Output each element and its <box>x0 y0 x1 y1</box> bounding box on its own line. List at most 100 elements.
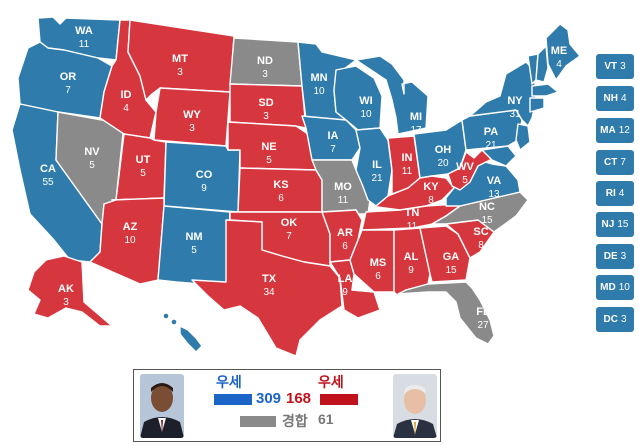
state-abbr-label: WV <box>456 161 474 173</box>
state-ev-label: 9 <box>201 183 207 194</box>
sidebar-ev: 15 <box>617 219 629 230</box>
state-abbr-label: KY <box>423 181 439 193</box>
sidebar-item-ri[interactable]: RI 4 <box>596 181 634 206</box>
sidebar-ev: 12 <box>618 125 630 136</box>
state-abbr-label: HI <box>202 330 213 342</box>
state-ev-label: 4 <box>204 344 210 355</box>
sidebar-item-vt[interactable]: VT 3 <box>596 54 634 79</box>
state-nh-shape <box>535 45 549 83</box>
state-abbr-label: PA <box>484 126 499 138</box>
state-ak[interactable] <box>27 255 113 327</box>
state-ev-label: 10 <box>360 109 372 120</box>
state-abbr-label: OR <box>60 71 77 83</box>
sidebar-item-nj[interactable]: NJ 15 <box>596 212 634 237</box>
state-ev-label: 5 <box>191 245 197 256</box>
dem-candidate-portrait-icon <box>140 374 184 438</box>
state-abbr-label: IN <box>402 152 413 164</box>
rep-leading-label: 우세 <box>318 374 344 390</box>
state-ev-label: 3 <box>177 67 183 78</box>
sidebar-label: NH <box>603 93 618 104</box>
state-ev-label: 6 <box>278 193 284 204</box>
state-abbr-label: WY <box>183 109 201 121</box>
state-sd[interactable] <box>229 83 307 129</box>
rep-candidate-photo <box>393 374 437 438</box>
state-tx[interactable] <box>191 219 343 357</box>
state-abbr-label: KS <box>273 179 288 191</box>
state-ev-label: 4 <box>556 59 562 70</box>
sidebar-item-md[interactable]: MD 10 <box>596 275 634 300</box>
state-abbr-label: NM <box>185 231 202 243</box>
state-abbr-label: MI <box>410 111 422 123</box>
state-ev-label: 27 <box>477 320 489 331</box>
state-ga[interactable] <box>419 225 471 283</box>
state-abbr-label: OK <box>281 217 298 229</box>
state-abbr-label: AZ <box>123 221 138 233</box>
state-abbr-label: NV <box>84 146 100 158</box>
state-ev-label: 8 <box>428 195 434 206</box>
sidebar-ev: 4 <box>618 188 625 199</box>
state-ev-label: 5 <box>140 168 146 179</box>
sidebar-item-ct[interactable]: CT 7 <box>596 150 634 175</box>
state-abbr-label: AL <box>404 251 419 263</box>
state-ev-label: 15 <box>445 265 457 276</box>
sidebar-item-nh[interactable]: NH 4 <box>596 86 634 111</box>
legend-box: 우세 우세 309 168 경합 61 <box>133 369 441 442</box>
state-abbr-label: FL <box>476 306 490 318</box>
state-ev-label: 4 <box>123 103 129 114</box>
state-abbr-label: GA <box>443 251 460 263</box>
state-ma-shape <box>531 83 559 97</box>
tossup-label: 경합 <box>282 413 308 429</box>
dem-candidate-photo <box>140 374 184 438</box>
dem-leading-label: 우세 <box>216 374 242 390</box>
state-ev-label: 21 <box>485 140 497 151</box>
state-fl[interactable] <box>397 281 495 345</box>
state-ev-label: 9 <box>408 265 414 276</box>
state-abbr-label: NC <box>479 201 495 213</box>
state-ev-label: 11 <box>402 166 413 177</box>
state-abbr-label: WA <box>75 25 93 37</box>
sidebar-label: MD <box>600 282 616 293</box>
state-ev-label: 11 <box>338 195 349 206</box>
state-abbr-label: TX <box>262 273 277 285</box>
state-abbr-label: IA <box>328 130 339 142</box>
state-abbr-label: SD <box>258 97 273 109</box>
rep-candidate-portrait-icon <box>393 374 437 438</box>
state-ev-label: 20 <box>437 158 449 169</box>
state-abbr-label: MO <box>334 181 352 193</box>
state-mi[interactable] <box>355 55 429 135</box>
state-ct-shape <box>529 97 545 113</box>
sidebar-label: DC <box>603 314 618 325</box>
state-ev-label: 17 <box>410 125 422 136</box>
state-az[interactable] <box>89 197 165 285</box>
sidebar-item-de[interactable]: DE 3 <box>596 244 634 269</box>
sidebar-ev: 3 <box>620 251 627 262</box>
state-ev-label: 11 <box>407 221 418 232</box>
state-ev-label: 8 <box>478 240 484 251</box>
state-nc[interactable] <box>431 191 529 233</box>
tossup-total: 61 <box>318 411 334 427</box>
state-ev-label: 10 <box>124 235 136 246</box>
state-md-shape <box>481 145 517 167</box>
sidebar-label: RI <box>605 188 616 199</box>
state-abbr-label: VA <box>487 175 502 187</box>
dem-total: 309 <box>256 390 282 407</box>
state-ev-label: 6 <box>342 241 348 252</box>
state-abbr-label: CA <box>40 163 56 175</box>
state-ev-label: 3 <box>189 123 195 134</box>
sidebar-item-dc[interactable]: DC 3 <box>596 307 634 332</box>
state-mo[interactable] <box>311 159 371 215</box>
state-ev-label: 31 <box>509 109 521 120</box>
sidebar-ev: 3 <box>620 314 627 325</box>
state-ev-label: 7 <box>330 144 336 155</box>
sidebar-item-ma[interactable]: MA 12 <box>596 118 634 143</box>
state-abbr-label: UT <box>136 154 151 166</box>
sidebar-ev: 7 <box>620 157 626 168</box>
state-ev-label: 7 <box>286 231 292 242</box>
state-ev-label: 3 <box>262 69 268 80</box>
dem-swatch <box>214 394 252 405</box>
state-me[interactable] <box>545 23 581 81</box>
state-hi[interactable] <box>179 325 203 353</box>
